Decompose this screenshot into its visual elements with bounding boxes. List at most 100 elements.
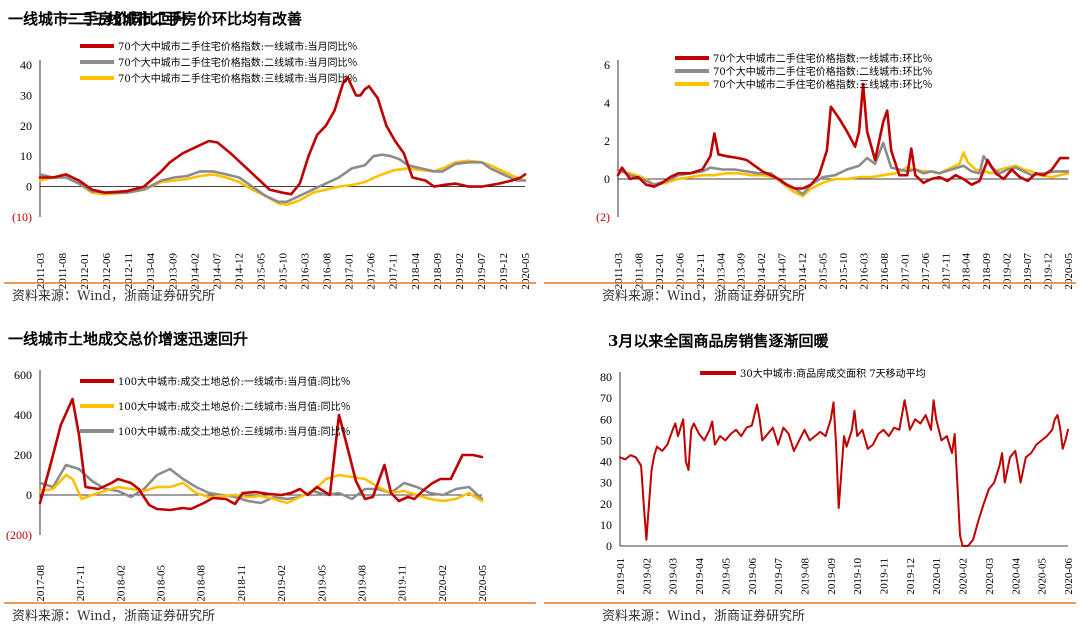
x-tick-label: 2017-11 <box>75 565 87 601</box>
x-tick-label: 2019-09 <box>826 558 838 595</box>
x-tick-label: 2012-11 <box>123 253 135 289</box>
y-tick-label: 0 <box>606 539 612 553</box>
legend-label-3: 100大中城市:成交土地总价:三线城市:当月值:同比％ <box>118 425 351 438</box>
source-note: 资料来源：Wind，浙商证券研究所 <box>12 608 215 624</box>
x-tick-label: 2020-05 <box>477 565 489 602</box>
x-tick-label: 2020-03 <box>984 558 996 595</box>
source-note: 资料来源：Wind，浙商证券研究所 <box>602 288 805 304</box>
y-tick-label: 0 <box>26 180 32 194</box>
x-tick-label: 2016-03 <box>858 253 870 290</box>
x-tick-label: 2020-02 <box>437 565 449 602</box>
y-tick-label: 20 <box>600 497 612 511</box>
series-line-1 <box>38 75 527 196</box>
x-tick-label: 2016-08 <box>879 253 891 290</box>
y-tick-label: 30 <box>600 476 612 490</box>
chart-panel-tier1-resale-yoy: 一线城市二手房价同比回升 40 30 20 10 0 (10) 2011-03 2011-08 2… <box>0 0 540 314</box>
series-line-1 <box>619 399 1069 547</box>
legend-label-2: 70个大中城市二手住宅价格指数:二线城市:当月同比％ <box>118 56 357 69</box>
y-tick-label: 0 <box>604 172 610 186</box>
x-tick-label: 2012-01 <box>654 253 666 290</box>
y-tick-label: 50 <box>600 433 612 447</box>
x-tick-label: 2020-02 <box>958 558 970 595</box>
x-tick-label: 2015-10 <box>278 253 290 290</box>
x-tick-label: 2020-06 <box>1063 558 1075 595</box>
y-tick-label: 70 <box>600 391 612 405</box>
x-tick-label: 2015-05 <box>818 253 830 290</box>
y-tick-label: 80 <box>600 370 612 384</box>
legend-label-2: 70个大中城市二手住宅价格指数:二线城市:环比％ <box>713 65 932 78</box>
legend-label-2: 100大中城市:成交土地总价:二线城市:当月值:同比％ <box>118 400 351 413</box>
y-tick-label: 10 <box>600 518 612 532</box>
legend-label-1: 100大中城市:成交土地总价:一线城市:当月值:同比％ <box>118 375 351 388</box>
x-tick-label: 2019-02 <box>454 253 466 290</box>
x-tick-label: 2012-06 <box>674 253 686 290</box>
x-tick-label: 2019-03 <box>668 558 680 595</box>
x-tick-label: 2017-01 <box>899 253 911 290</box>
x-tick-label: 2014-07 <box>211 253 223 290</box>
legend-label-1: 70个大中城市二手住宅价格指数:一线城市:环比％ <box>713 52 932 65</box>
x-tick-label: 2013-09 <box>167 253 179 290</box>
x-tick-label: 2016-03 <box>300 253 312 290</box>
x-tick-label: 2017-01 <box>344 253 356 290</box>
series-line-3 <box>616 151 1070 198</box>
x-tick-label: 2011-08 <box>57 253 69 290</box>
y-tick-label: 20 <box>20 119 32 133</box>
x-tick-label: 2020-05 <box>520 253 532 290</box>
x-tick-label: 2019-11 <box>879 558 891 594</box>
y-tick-label: 30 <box>20 88 32 102</box>
legend-label-1: 30大中城市:商品房成交面积 7天移动平均 <box>740 367 926 380</box>
x-tick-label: 2019-12 <box>498 253 510 290</box>
x-tick-label: 2017-11 <box>388 253 400 289</box>
x-tick-label: 2019-05 <box>316 565 328 602</box>
y-tick-label: (10) <box>12 210 32 224</box>
y-tick-label: (200) <box>6 528 32 542</box>
x-tick-label: 2019-05 <box>720 558 732 595</box>
x-tick-label: 2015-05 <box>255 253 267 290</box>
x-tick-label: 2014-07 <box>777 253 789 290</box>
y-tick-label: 40 <box>600 455 612 469</box>
y-tick-label: 4 <box>604 96 610 110</box>
y-tick-label: (2) <box>596 210 610 224</box>
y-tick-label: 6 <box>604 58 610 72</box>
x-tick-label: 2016-08 <box>322 253 334 290</box>
x-tick-label: 2011-03 <box>613 253 625 290</box>
chart-group: 一线城市二手房价同比回升 40 30 20 10 0 (10) 2011-03 2011-08 2… <box>4 10 536 304</box>
chart-title: 3月以来全国商品房销售逐渐回暖 <box>608 332 829 350</box>
x-tick-label: 2015-10 <box>838 253 850 290</box>
x-tick-label: 2018-02 <box>115 565 127 602</box>
x-tick-label: 2012-01 <box>79 253 91 290</box>
x-tick-label: 2013-04 <box>715 253 727 290</box>
y-tick-label: 600 <box>14 368 32 382</box>
series-line-3 <box>38 463 484 505</box>
chart-title: 一二三线城市二手房价环比均有改善 <box>62 10 302 28</box>
chart-svg-1: 一线城市二手房价同比回升 40 30 20 10 0 (10) 2011-03 2011-08 2… <box>4 10 536 304</box>
x-tick-label: 2020-05 <box>1037 558 1049 595</box>
y-tick-label: 40 <box>20 58 32 72</box>
x-tick-label: 2018-04 <box>961 253 973 290</box>
chart-panel-land-value-yoy: 一线城市土地成交总价增速迅速回升 600 400 200 0 (200) 2017-08 20… <box>0 314 540 628</box>
x-tick-label: 2019-10 <box>852 558 864 595</box>
x-tick-label: 2019-08 <box>356 565 368 602</box>
chart-svg-3: 一线城市土地成交总价增速迅速回升 600 400 200 0 (200) 2017-08 20… <box>4 330 536 624</box>
x-tick-label: 2018-05 <box>156 565 168 602</box>
x-tick-label: 2014-12 <box>233 253 245 290</box>
legend-label-1: 70个大中城市二手住宅价格指数:一线城市:当月同比％ <box>118 40 357 53</box>
x-tick-label: 2019-04 <box>694 558 706 595</box>
x-tick-label: 2019-02 <box>276 565 288 602</box>
chart-svg-2: 一二三线城市二手房价环比均有改善 6 4 2 0 (2) 2011-03 2011-08 201… <box>62 10 1076 304</box>
series-line-2 <box>616 141 1070 196</box>
x-tick-label: 2019-02 <box>1002 253 1014 290</box>
series-line-2 <box>38 153 527 204</box>
x-tick-label: 2018-09 <box>981 253 993 290</box>
x-tick-label: 2018-09 <box>432 253 444 290</box>
series-line-1 <box>616 82 1070 190</box>
source-note: 资料来源：Wind，浙商证券研究所 <box>12 288 215 304</box>
x-tick-label: 2019-06 <box>747 558 759 595</box>
x-tick-label: 2014-02 <box>189 253 201 290</box>
x-tick-label: 2012-11 <box>695 253 707 289</box>
x-tick-label: 2013-09 <box>736 253 748 290</box>
x-tick-label: 2014-02 <box>756 253 768 290</box>
chart-panel-sales-7dma: 3月以来全国商品房销售逐渐回暖 80 70 60 50 40 30 20 10 0 2019-01 2… <box>540 314 1080 628</box>
